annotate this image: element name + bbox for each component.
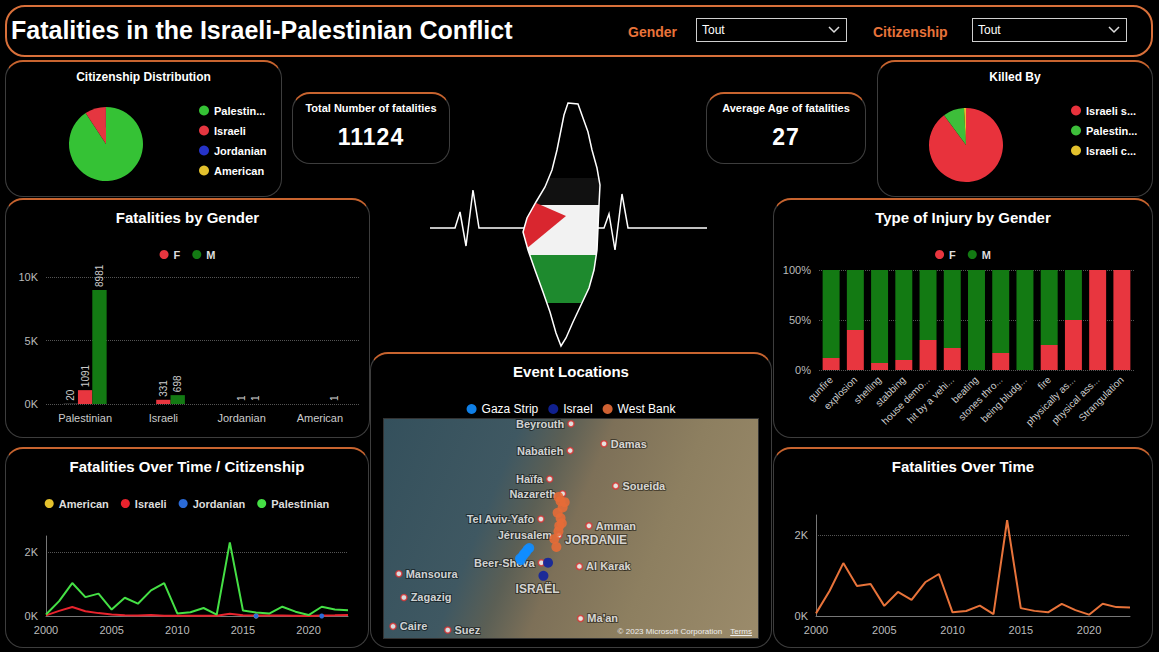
svg-text:2K: 2K [25,546,39,558]
svg-text:Beyrouth: Beyrouth [516,418,565,430]
svg-text:2000: 2000 [34,624,58,636]
svg-text:20: 20 [65,389,76,401]
svg-text:Israel: Israel [563,402,592,416]
html-text:Tout: Tout [978,23,1001,37]
svg-text:Palestin...: Palestin... [214,105,265,117]
svg-text:house demo...: house demo... [879,374,932,427]
svg-text:331: 331 [158,380,169,397]
html-text:Total Number of fatalities: Total Number of fatalities [305,102,437,114]
svg-text:50%: 50% [789,314,811,326]
html-text:Citizenship: Citizenship [873,24,948,40]
svg-text:stabbing: stabbing [873,374,908,409]
svg-text:physical ass...: physical ass... [1049,374,1102,427]
svg-text:Damas: Damas [611,438,647,450]
svg-text:explosion: explosion [822,374,860,412]
svg-text:fire: fire [1035,374,1053,392]
svg-text:100%: 100% [783,264,811,276]
svg-text:Amman: Amman [596,520,637,532]
svg-text:1: 1 [250,395,261,401]
svg-text:Israeli: Israeli [135,498,167,510]
svg-text:0K: 0K [25,398,39,410]
svg-text:gunfire: gunfire [805,374,835,404]
svg-text:698: 698 [172,375,183,392]
svg-text:2015: 2015 [231,624,255,636]
svg-text:Nazareth: Nazareth [509,488,556,500]
html-text:Fatalities Over Time: Fatalities Over Time [891,458,1035,475]
svg-text:Nabatieh: Nabatieh [517,445,564,457]
html-text:Citizenship Distribution: Citizenship Distribution [76,70,211,84]
svg-text:JORDANIE: JORDANIE [565,533,627,547]
svg-text:Zagazig: Zagazig [411,591,452,603]
svg-text:Soueida: Soueida [622,480,666,492]
html-text:Type of Injury by Gender: Type of Injury by Gender [875,209,1051,226]
svg-text:M: M [982,249,991,261]
html-text:Killed By: Killed By [989,70,1041,84]
svg-text:stones thro...: stones thro... [956,374,1005,423]
svg-text:2000: 2000 [804,624,828,636]
svg-text:physically as...: physically as... [1023,374,1078,428]
svg-text:hit by a vehi...: hit by a vehi... [905,374,956,425]
svg-text:American: American [297,412,343,424]
svg-text:Strangulation: Strangulation [1076,374,1125,423]
svg-text:Beer-Sheva: Beer-Sheva [474,556,535,569]
svg-text:0%: 0% [795,364,811,376]
html-text:Fatalities in the Israeli-Pale: Fatalities in the Israeli-Palestinian Co… [11,16,513,44]
svg-text:Jordanian: Jordanian [214,145,267,157]
html-text:27: 27 [772,124,800,150]
svg-text:2020: 2020 [296,624,320,636]
svg-text:shelling: shelling [851,374,884,406]
html-text:Gender: Gender [628,24,677,40]
svg-text:Israeli: Israeli [214,125,246,137]
svg-text:Israeli c...: Israeli c... [1086,145,1136,157]
svg-text:2005: 2005 [99,624,123,636]
svg-text:Ma'an: Ma'an [587,612,618,624]
svg-text:Palestinian: Palestinian [271,498,329,510]
svg-text:2020: 2020 [1077,624,1101,636]
svg-text:Palestinian: Palestinian [58,412,112,424]
svg-text:American: American [59,498,109,510]
svg-text:1: 1 [329,395,340,401]
svg-text:2K: 2K [795,529,809,541]
svg-text:Tel Aviv-Yafo: Tel Aviv-Yafo [467,513,535,525]
svg-text:5K: 5K [25,335,39,347]
svg-text:10K: 10K [18,271,38,283]
html-text:Average Age of fatalities: Average Age of fatalities [722,102,850,114]
html-text:Fatalities by Gender: Fatalities by Gender [115,209,260,226]
svg-text:Suez: Suez [455,624,481,636]
svg-text:Haïfa: Haïfa [516,473,544,485]
svg-text:being bludg...: being bludg... [979,374,1029,424]
svg-text:Al Karak: Al Karak [586,560,632,572]
svg-text:Mansoura: Mansoura [406,568,459,580]
svg-text:F: F [174,249,181,261]
svg-text:ISRAËL: ISRAËL [516,581,560,596]
html-text:Fatalities Over Time / Citizen: Fatalities Over Time / Citizenship [69,458,305,475]
svg-text:Israeli: Israeli [149,412,178,424]
html-text:Tout: Tout [702,23,725,37]
svg-text:Caire: Caire [400,620,428,632]
svg-text:beating: beating [949,374,981,406]
svg-text:Jordanian: Jordanian [217,412,265,424]
html-text:Terms: Terms [730,627,752,636]
svg-text:1091: 1091 [80,364,91,387]
html-text:Event Locations: Event Locations [513,363,629,380]
svg-text:2015: 2015 [1009,624,1033,636]
svg-text:American: American [214,165,264,177]
svg-text:2005: 2005 [872,624,896,636]
html-text:© 2023 Microsoft Corporation: © 2023 Microsoft Corporation [617,627,723,636]
svg-text:Gaza Strip: Gaza Strip [482,402,539,416]
svg-text:2010: 2010 [165,624,189,636]
svg-text:Jordanian: Jordanian [193,498,246,510]
svg-text:M: M [206,249,215,261]
svg-text:F: F [949,249,956,261]
svg-text:Jérusalem: Jérusalem [498,529,553,541]
svg-text:2010: 2010 [940,624,964,636]
svg-text:West Bank: West Bank [618,402,677,416]
svg-text:Palestin...: Palestin... [1086,125,1137,137]
svg-text:Israeli s...: Israeli s... [1086,105,1136,117]
svg-text:0K: 0K [795,610,809,622]
svg-text:1: 1 [236,395,247,401]
svg-text:0K: 0K [25,610,39,622]
svg-text:8981: 8981 [94,264,105,287]
html-text:11124: 11124 [337,124,405,150]
